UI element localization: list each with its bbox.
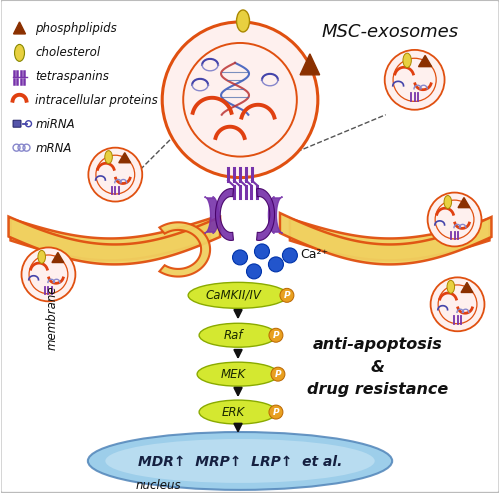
Ellipse shape [106,439,374,483]
Polygon shape [256,189,274,241]
Text: intracellular proteins: intracellular proteins [36,94,158,107]
Polygon shape [461,283,473,292]
Text: MDR↑  MRP↑  LRP↑  et al.: MDR↑ MRP↑ LRP↑ et al. [138,455,342,469]
Text: ERK: ERK [222,406,244,418]
Circle shape [269,405,283,419]
Ellipse shape [444,196,452,208]
Circle shape [430,277,484,331]
Ellipse shape [38,250,46,263]
Text: nucleus: nucleus [136,479,181,493]
Polygon shape [280,213,492,264]
Circle shape [162,22,318,178]
Text: P: P [274,370,281,379]
Ellipse shape [447,280,454,293]
Ellipse shape [14,44,24,61]
Circle shape [88,148,142,202]
Text: anti-apoptosis
&
drug resistance: anti-apoptosis & drug resistance [307,337,448,397]
Text: Raf: Raf [224,329,243,342]
Polygon shape [300,54,320,75]
Text: cholesterol: cholesterol [36,46,100,59]
Text: P: P [272,408,280,416]
Polygon shape [290,218,490,260]
Circle shape [232,250,248,265]
Polygon shape [160,222,210,277]
Polygon shape [418,55,432,67]
Circle shape [280,288,294,302]
Circle shape [271,367,285,381]
Text: mRNA: mRNA [36,142,72,155]
Text: MEK: MEK [220,368,246,381]
Text: tetraspanins: tetraspanins [36,70,110,83]
Text: P: P [272,331,280,340]
Ellipse shape [199,400,277,424]
Polygon shape [458,198,470,207]
Polygon shape [8,216,220,264]
Circle shape [269,328,283,342]
Text: phosphplipids: phosphplipids [36,22,117,36]
Text: miRNA: miRNA [36,118,75,131]
Text: membrane: membrane [46,285,59,350]
FancyBboxPatch shape [13,120,21,127]
Polygon shape [52,252,64,262]
Text: P: P [284,291,290,300]
Text: MSC-exosomes: MSC-exosomes [321,23,458,41]
Ellipse shape [236,10,250,32]
Circle shape [428,193,482,247]
Ellipse shape [105,151,112,164]
Ellipse shape [197,362,279,386]
Circle shape [268,257,283,272]
Ellipse shape [199,323,277,347]
Polygon shape [14,22,26,34]
Polygon shape [216,189,234,241]
Ellipse shape [403,53,411,68]
Circle shape [246,264,262,279]
Ellipse shape [188,283,288,308]
Circle shape [384,50,444,110]
Ellipse shape [88,432,392,490]
Polygon shape [10,218,210,260]
Polygon shape [119,153,130,163]
Text: Ca²⁺: Ca²⁺ [300,248,328,261]
Circle shape [282,248,298,263]
Circle shape [22,247,76,301]
Text: CaMKII/IV: CaMKII/IV [205,289,261,302]
Circle shape [254,244,270,259]
